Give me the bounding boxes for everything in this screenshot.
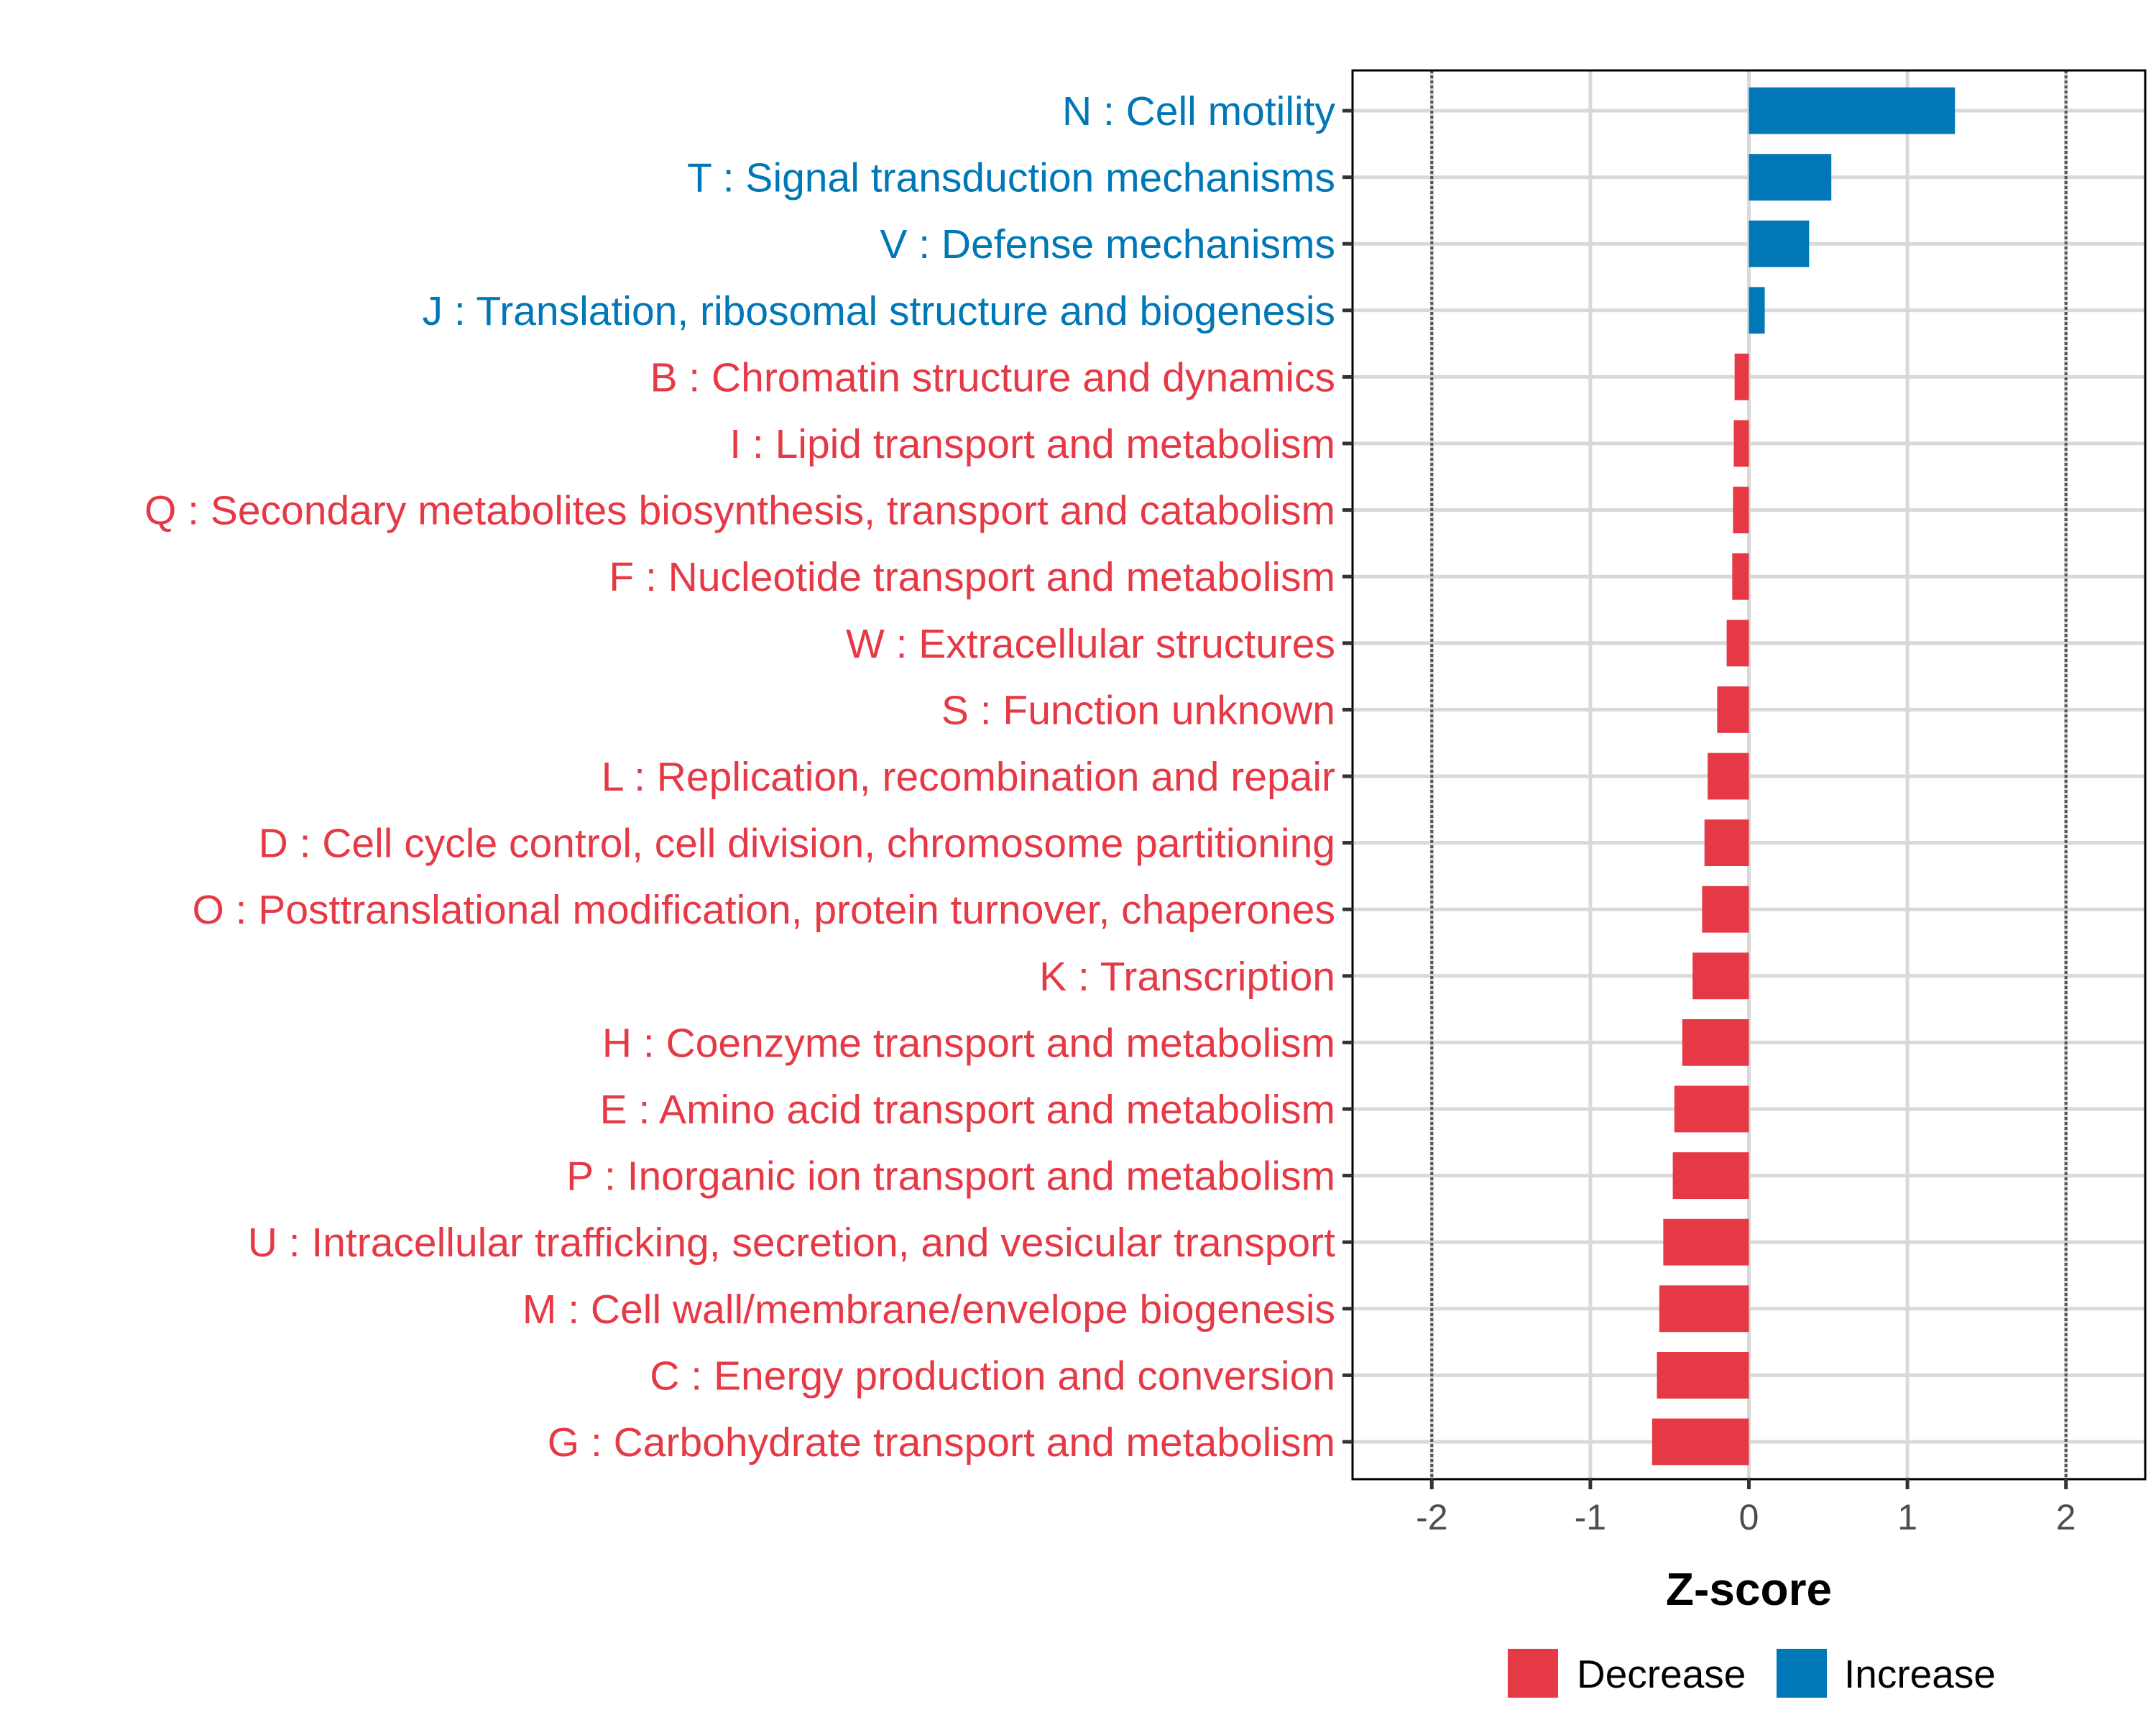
category-label: V : Defense mechanisms bbox=[880, 221, 1335, 267]
category-label: M : Cell wall/membrane/envelope biogenes… bbox=[522, 1287, 1335, 1333]
category-label: D : Cell cycle control, cell division, c… bbox=[259, 821, 1335, 867]
bar bbox=[1734, 353, 1749, 400]
bar bbox=[1717, 686, 1749, 733]
bar bbox=[1651, 1418, 1749, 1466]
bar bbox=[1704, 819, 1749, 867]
legend-swatch-increase bbox=[1777, 1649, 1827, 1698]
bar bbox=[1749, 87, 1955, 134]
category-label: N : Cell motility bbox=[1062, 88, 1336, 134]
category-label: Q : Secondary metabolites biosynthesis, … bbox=[144, 488, 1335, 534]
category-label: O : Posttranslational modification, prot… bbox=[192, 887, 1335, 933]
bar bbox=[1663, 1218, 1749, 1266]
bar bbox=[1657, 1351, 1749, 1399]
x-tick-label: 2 bbox=[2056, 1497, 2076, 1537]
x-tick-label: -1 bbox=[1575, 1497, 1606, 1537]
bar bbox=[1749, 154, 1832, 201]
category-label: W : Extracellular structures bbox=[846, 621, 1335, 667]
bar bbox=[1672, 1152, 1749, 1200]
legend-label-decrease: Decrease bbox=[1577, 1652, 1746, 1696]
category-label: F : Nucleotide transport and metabolism bbox=[609, 554, 1335, 600]
category-label: B : Chromatin structure and dynamics bbox=[650, 354, 1335, 400]
x-axis: -2 -1 0 1 2 bbox=[1416, 1479, 2076, 1537]
bar bbox=[1749, 220, 1810, 267]
bar bbox=[1733, 420, 1749, 467]
bar bbox=[1674, 1085, 1749, 1133]
bar bbox=[1708, 753, 1749, 800]
bar bbox=[1692, 952, 1749, 1000]
category-label: T : Signal transduction mechanisms bbox=[687, 155, 1335, 201]
category-label: K : Transcription bbox=[1039, 954, 1335, 1000]
bar bbox=[1682, 1018, 1749, 1066]
category-label: J : Translation, ribosomal structure and… bbox=[423, 288, 1335, 334]
category-label: H : Coenzyme transport and metabolism bbox=[602, 1020, 1335, 1066]
legend: Decrease Increase bbox=[1508, 1649, 1996, 1698]
x-tick-label: 0 bbox=[1739, 1497, 1759, 1537]
x-tick-label: 1 bbox=[1897, 1497, 1917, 1537]
x-axis-title: Z-score bbox=[1666, 1563, 1832, 1615]
bar bbox=[1732, 553, 1749, 600]
bar bbox=[1659, 1285, 1749, 1333]
category-label: U : Intracellular trafficking, secretion… bbox=[248, 1220, 1335, 1266]
bar bbox=[1749, 287, 1765, 334]
bars-layer bbox=[1651, 87, 1955, 1466]
y-axis: N : Cell motility T : Signal transduction… bbox=[144, 88, 1353, 1466]
bar bbox=[1726, 620, 1749, 667]
legend-swatch-decrease bbox=[1508, 1649, 1558, 1698]
legend-label-increase: Increase bbox=[1844, 1652, 1996, 1696]
category-label: C : Energy production and conversion bbox=[650, 1353, 1335, 1399]
category-label: E : Amino acid transport and metabolism bbox=[600, 1087, 1335, 1133]
bar bbox=[1702, 886, 1749, 933]
category-label: P : Inorganic ion transport and metaboli… bbox=[566, 1154, 1335, 1200]
category-label: L : Replication, recombination and repai… bbox=[602, 754, 1335, 800]
x-tick-label: -2 bbox=[1416, 1497, 1447, 1537]
category-label: S : Function unknown bbox=[941, 687, 1335, 733]
category-label: G : Carbohydrate transport and metabolis… bbox=[548, 1420, 1335, 1466]
category-label: I : Lipid transport and metabolism bbox=[729, 421, 1335, 467]
bar bbox=[1733, 487, 1749, 534]
